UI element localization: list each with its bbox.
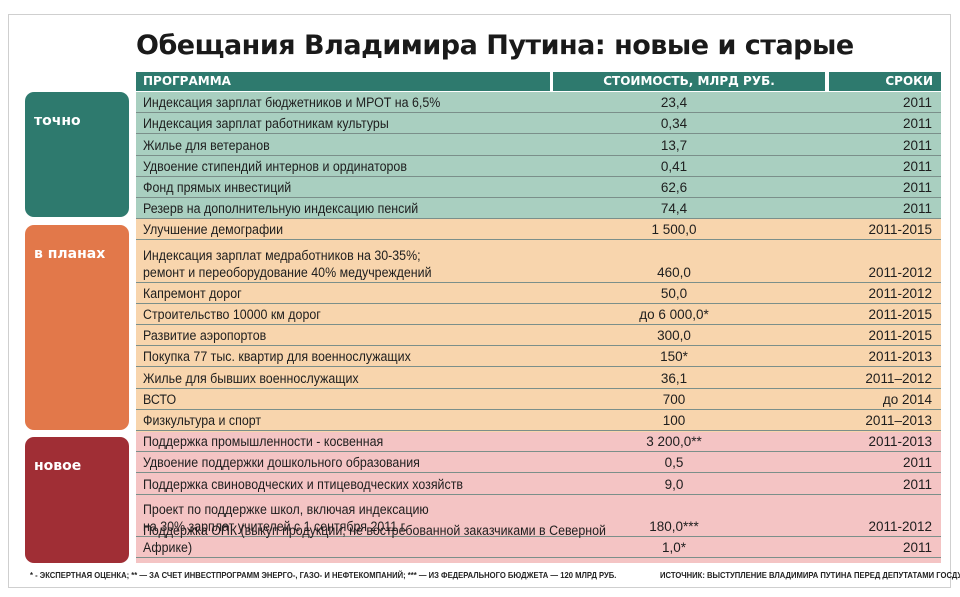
term-cell: 2011-2012 [868,264,932,280]
cost-cell: 460,0 [657,264,691,280]
program-cell: Индексация зарплат работникам культуры [143,116,389,132]
program-cell: Жилье для ветеранов [143,137,270,153]
table-row: Индексация зарплат медработников на 30-3… [136,240,941,283]
cost-cell: 1 500,0 [651,222,697,238]
cost-cell: до 6 000,0* [639,307,709,323]
column-header-cost: СТОИМОСТЬ, МЛРД РУБ. [553,72,825,91]
cost-cell: 0,34 [660,116,688,132]
term-cell: 2011-2012 [868,518,932,534]
cost-cell: 23,4 [660,95,688,111]
term-cell: 2011–2013 [865,413,932,429]
term-cell: 2011-2015 [868,222,932,238]
cost-cell: 36,1 [660,370,688,386]
table-row: Поддержка промышленности - косвенная 3 2… [136,431,941,453]
page-title: Обещания Владимира Путина: новые и стары… [136,30,854,61]
program-cell: Физкультура и спорт [143,413,262,429]
term-cell: 2011-2015 [868,307,932,323]
table-row: Жилье для ветеранов 13,7 2011 [136,134,941,156]
cost-cell: 0,41 [660,158,688,174]
table-row: Резерв на дополнительную индексацию пенс… [136,198,941,220]
program-cell: Развитие аэропортов [143,328,267,344]
category-plans-badge: в планах [25,225,129,430]
term-cell: 2011 [902,95,932,111]
program-cell: Фонд прямых инвестиций [143,179,292,195]
column-header-term: СРОКИ [829,72,941,91]
cost-cell: 9,0 [664,476,684,492]
cost-cell: 50,0 [660,285,688,301]
program-cell: Резерв на дополнительную индексацию пенс… [143,201,419,217]
cost-cell: 74,4 [660,201,688,217]
term-cell: 2011 [902,476,932,492]
cost-cell: 150* [660,349,688,365]
term-cell: 2011–2012 [865,370,932,386]
page-frame [8,14,951,588]
table-row: Улучшение демографии 1 500,0 2011-2015 [136,219,941,241]
program-cell: Покупка 77 тыс. квартир для военнослужащ… [143,349,411,365]
term-cell: 2011-2013 [868,349,932,365]
program-cell: Капремонт дорог [143,285,242,301]
table-row: Жилье для бывших военнослужащих 36,1 201… [136,367,941,389]
program-cell: Поддержка промышленности - косвенная [143,434,384,450]
table-row: Развитие аэропортов 300,0 2011-2015 [136,325,941,347]
cost-cell: 180,0*** [649,518,699,534]
table-row: ВСТО 700 до 2014 [136,389,941,410]
column-header-program: ПРОГРАММА [136,72,550,91]
program-cell: Поддержка ОПК (выкуп продукции, не востр… [143,523,606,556]
program-cell: Жилье для бывших военнослужащих [143,370,359,386]
cost-cell: 13,7 [660,137,688,153]
program-cell: Индексация зарплат бюджетников и МРОТ на… [143,95,441,111]
promises-table: Индексация зарплат бюджетников и МРОТ на… [136,92,941,559]
cost-cell: 3 200,0** [646,434,702,450]
category-new-badge: новое [25,437,129,563]
term-cell: 2011-2013 [868,434,932,450]
term-cell: 2011 [902,540,932,556]
cost-cell: 300,0 [657,328,691,344]
table-row: Поддержка свиноводческих и птицеводчески… [136,473,941,495]
table-row: Индексация зарплат работникам культуры 0… [136,113,941,135]
cost-cell: 100 [662,413,686,429]
table-row: Физкультура и спорт 100 2011–2013 [136,410,941,432]
program-cell: Проект по поддержке школ, включая индекс… [143,501,429,534]
cost-cell: 62,6 [660,179,688,195]
cost-cell: 700 [662,391,686,407]
term-cell: 2011 [902,116,932,132]
source-note: ИСТОЧНИК: ВЫСТУПЛЕНИЕ ВЛАДИМИРА ПУТИНА П… [660,570,960,580]
term-cell: 2011 [902,158,932,174]
band-plans [136,219,941,432]
term-cell: 2011-2012 [868,285,932,301]
cost-cell: 0,5 [664,455,684,471]
table-row: Строительство 10000 км дорог до 6 000,0*… [136,304,941,326]
term-cell: 2011 [902,201,932,217]
table-row: Удвоение стипендий интернов и ординаторо… [136,156,941,177]
program-cell: Поддержка свиноводческих и птицеводчески… [143,476,464,492]
footnote: * - ЭКСПЕРТНАЯ ОЦЕНКА; ** — ЗА СЧЕТ ИНВЕ… [30,570,617,580]
term-cell: до 2014 [882,391,932,407]
table-row: Фонд прямых инвестиций 62,6 2011 [136,177,941,198]
term-cell: 2011 [902,137,932,153]
table-row: Удвоение поддержки дошкольного образован… [136,452,941,474]
program-cell: Индексация зарплат медработников на 30-3… [143,247,432,280]
band-new [136,432,941,563]
table-row: Покупка 77 тыс. квартир для военнослужащ… [136,346,941,368]
term-cell: 2011 [902,179,932,195]
program-cell: Улучшение демографии [143,222,284,238]
program-cell: ВСТО [143,391,177,407]
table-row: Проект по поддержке школ, включая индекс… [136,495,941,537]
program-cell: Удвоение поддержки дошкольного образован… [143,455,420,471]
term-cell: 2011-2015 [868,328,932,344]
category-exact-badge: точно [25,92,129,217]
table-row: Капремонт дорог 50,0 2011-2012 [136,283,941,304]
table-row: Поддержка ОПК (выкуп продукции, не востр… [136,523,941,559]
program-cell: Удвоение стипендий интернов и ординаторо… [143,158,407,174]
term-cell: 2011 [902,455,932,471]
table-row: Индексация зарплат бюджетников и МРОТ на… [136,92,941,114]
cost-cell: 1,0* [661,540,687,556]
program-cell: Строительство 10000 км дорог [143,307,321,323]
